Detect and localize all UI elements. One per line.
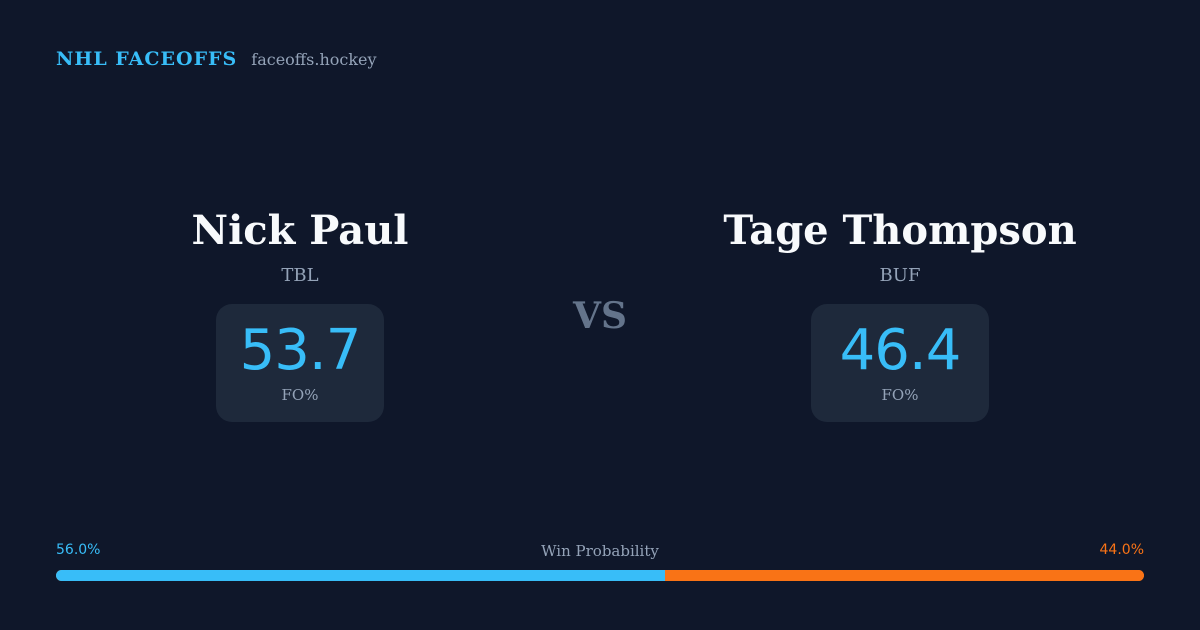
brand-domain[interactable]: faceoffs.hockey [251,50,377,69]
stat-value-left: 53.7 [239,318,362,383]
vs-label: VS [573,295,627,337]
win-probability-left-value: 56.0% [56,542,101,558]
win-probability-bar [56,570,1144,581]
brand-name[interactable]: NHL FACEOFFS [56,48,238,70]
win-probability-fill-left [56,570,666,581]
player-card-right: Tage Thompson BUF 46.4 FO% [680,204,1120,422]
stat-card-left: 53.7 FO% [216,304,384,422]
player-card-left: Nick Paul TBL 53.7 FO% [80,204,520,422]
stat-label-left: FO% [281,386,319,404]
stat-label-right: FO% [881,386,919,404]
stat-value-right: 46.4 [839,318,962,383]
win-probability-right-value: 44.0% [1099,542,1144,558]
win-probability-labels: 56.0% Win Probability 44.0% [56,542,1144,564]
stat-card-right: 46.4 FO% [811,304,989,422]
player-name-right: Tage Thompson [723,207,1077,254]
player-name-left: Nick Paul [191,207,409,254]
brand-header: NHL FACEOFFS faceoffs.hockey [56,48,377,70]
player-team-right: BUF [879,265,921,286]
win-probability-title: Win Probability [541,542,659,560]
player-team-left: TBL [281,265,319,286]
win-probability-fill-right [665,570,1144,581]
